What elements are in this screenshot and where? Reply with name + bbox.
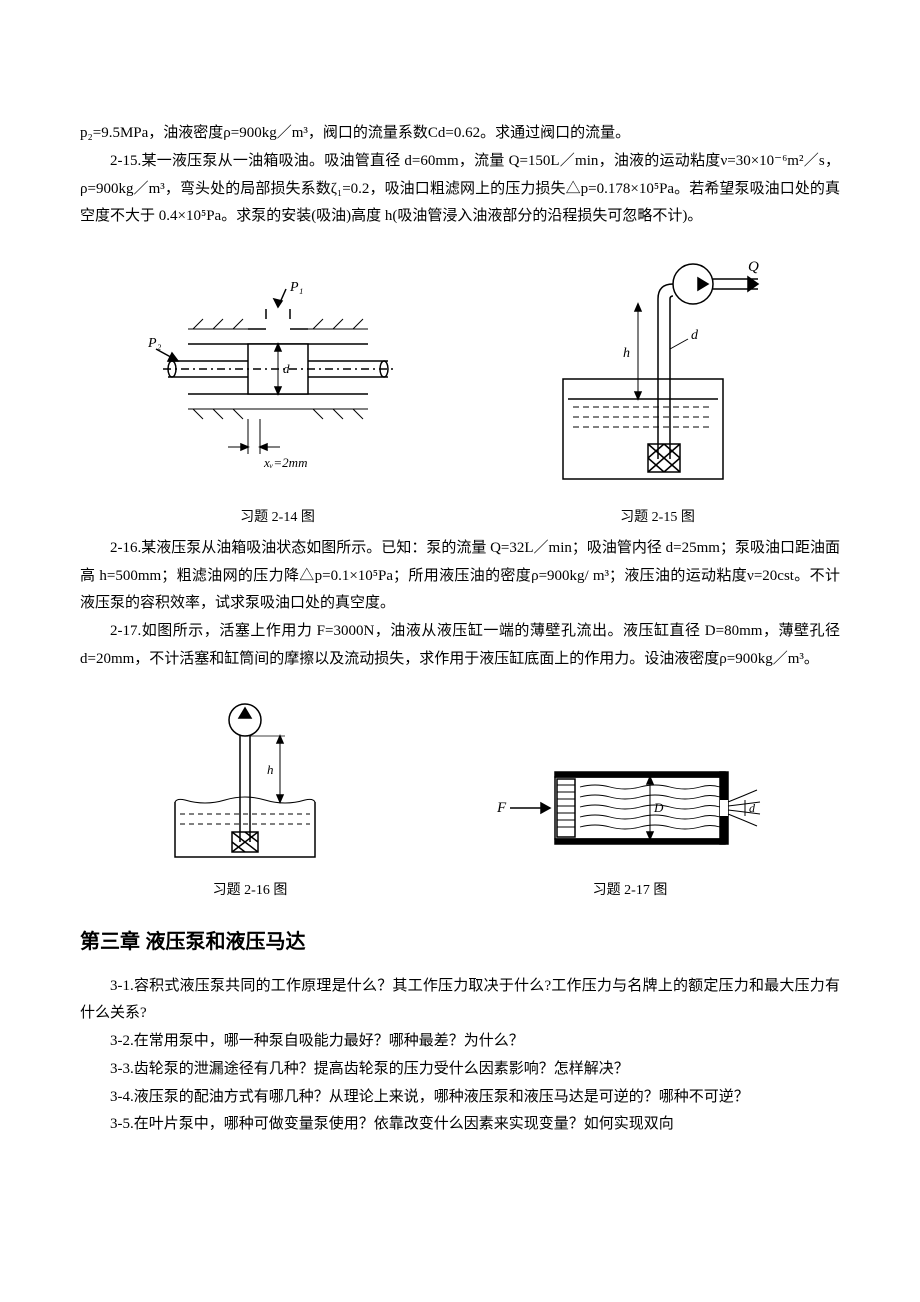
label-f-217: F	[496, 800, 507, 816]
label-h-216: h	[267, 762, 274, 777]
figure-2-15-svg: Q d h	[543, 249, 773, 499]
problem-3-1: 3-1.容积式液压泵共同的工作原理是什么？其工作压力取决于什么?工作压力与名牌上…	[80, 973, 840, 1029]
problem-3-5: 3-5.在叶片泵中，哪种可做变量泵使用？依靠改变什么因素来实现变量？如何实现双向	[80, 1111, 840, 1139]
frag-2-14-tail: p₂=9.5MPa，油液密度ρ=900kg／m³，阀口的流量系数Cd=0.62。…	[80, 120, 840, 148]
problem-2-17: 2-17.如图所示，活塞上作用力 F=3000N，油液从液压缸一端的薄壁孔流出。…	[80, 618, 840, 674]
problem-3-3: 3-3.齿轮泵的泄漏途径有几种？提高齿轮泵的压力受什么因素影响？怎样解决？	[80, 1056, 840, 1084]
figure-2-16-svg: h	[155, 692, 345, 872]
problem-3-2: 3-2.在常用泵中，哪一种泵自吸能力最好？哪种最差？为什么？	[80, 1028, 840, 1056]
label-d-214: d	[283, 361, 290, 376]
figure-2-16: h 习题 2-16 图	[155, 692, 345, 904]
figure-2-14-caption: 习题 2-14 图	[240, 505, 315, 531]
label-D-217: D	[653, 800, 664, 815]
label-d-217: d	[749, 801, 756, 815]
figure-2-15-caption: 习题 2-15 图	[620, 505, 695, 531]
figure-row-1: P₁ P₂ d xᵥ=2mm 习题 2-14 图	[80, 249, 840, 531]
figure-2-17: F D d 习题 2-17 图	[495, 752, 765, 904]
label-p2: P₂	[148, 336, 162, 351]
label-d-215: d	[691, 328, 699, 343]
figure-2-17-caption: 习题 2-17 图	[593, 878, 668, 904]
figure-row-2: h 习题 2-16 图	[80, 692, 840, 904]
chapter-3-title: 第三章 液压泵和液压马达	[80, 924, 840, 961]
label-h-215: h	[623, 346, 630, 361]
figure-2-15: Q d h 习题 2-15 图	[543, 249, 773, 531]
problem-2-16: 2-16.某液压泵从油箱吸油状态如图所示。已知：泵的流量 Q=32L／min；吸…	[80, 535, 840, 618]
label-xv: xᵥ=2mm	[263, 455, 307, 470]
label-p1: P₁	[289, 280, 303, 295]
figure-2-14: P₁ P₂ d xᵥ=2mm 习题 2-14 图	[148, 269, 408, 531]
problem-3-4: 3-4.液压泵的配油方式有哪几种？从理论上来说，哪种液压泵和液压马达是可逆的？哪…	[80, 1084, 840, 1112]
label-q-215: Q	[748, 259, 759, 275]
figure-2-16-caption: 习题 2-16 图	[213, 878, 288, 904]
figure-2-17-svg: F D d	[495, 752, 765, 872]
figure-2-14-svg: P₁ P₂ d xᵥ=2mm	[148, 269, 408, 499]
problem-2-15: 2-15.某一液压泵从一油箱吸油。吸油管直径 d=60mm，流量 Q=150L／…	[80, 148, 840, 231]
